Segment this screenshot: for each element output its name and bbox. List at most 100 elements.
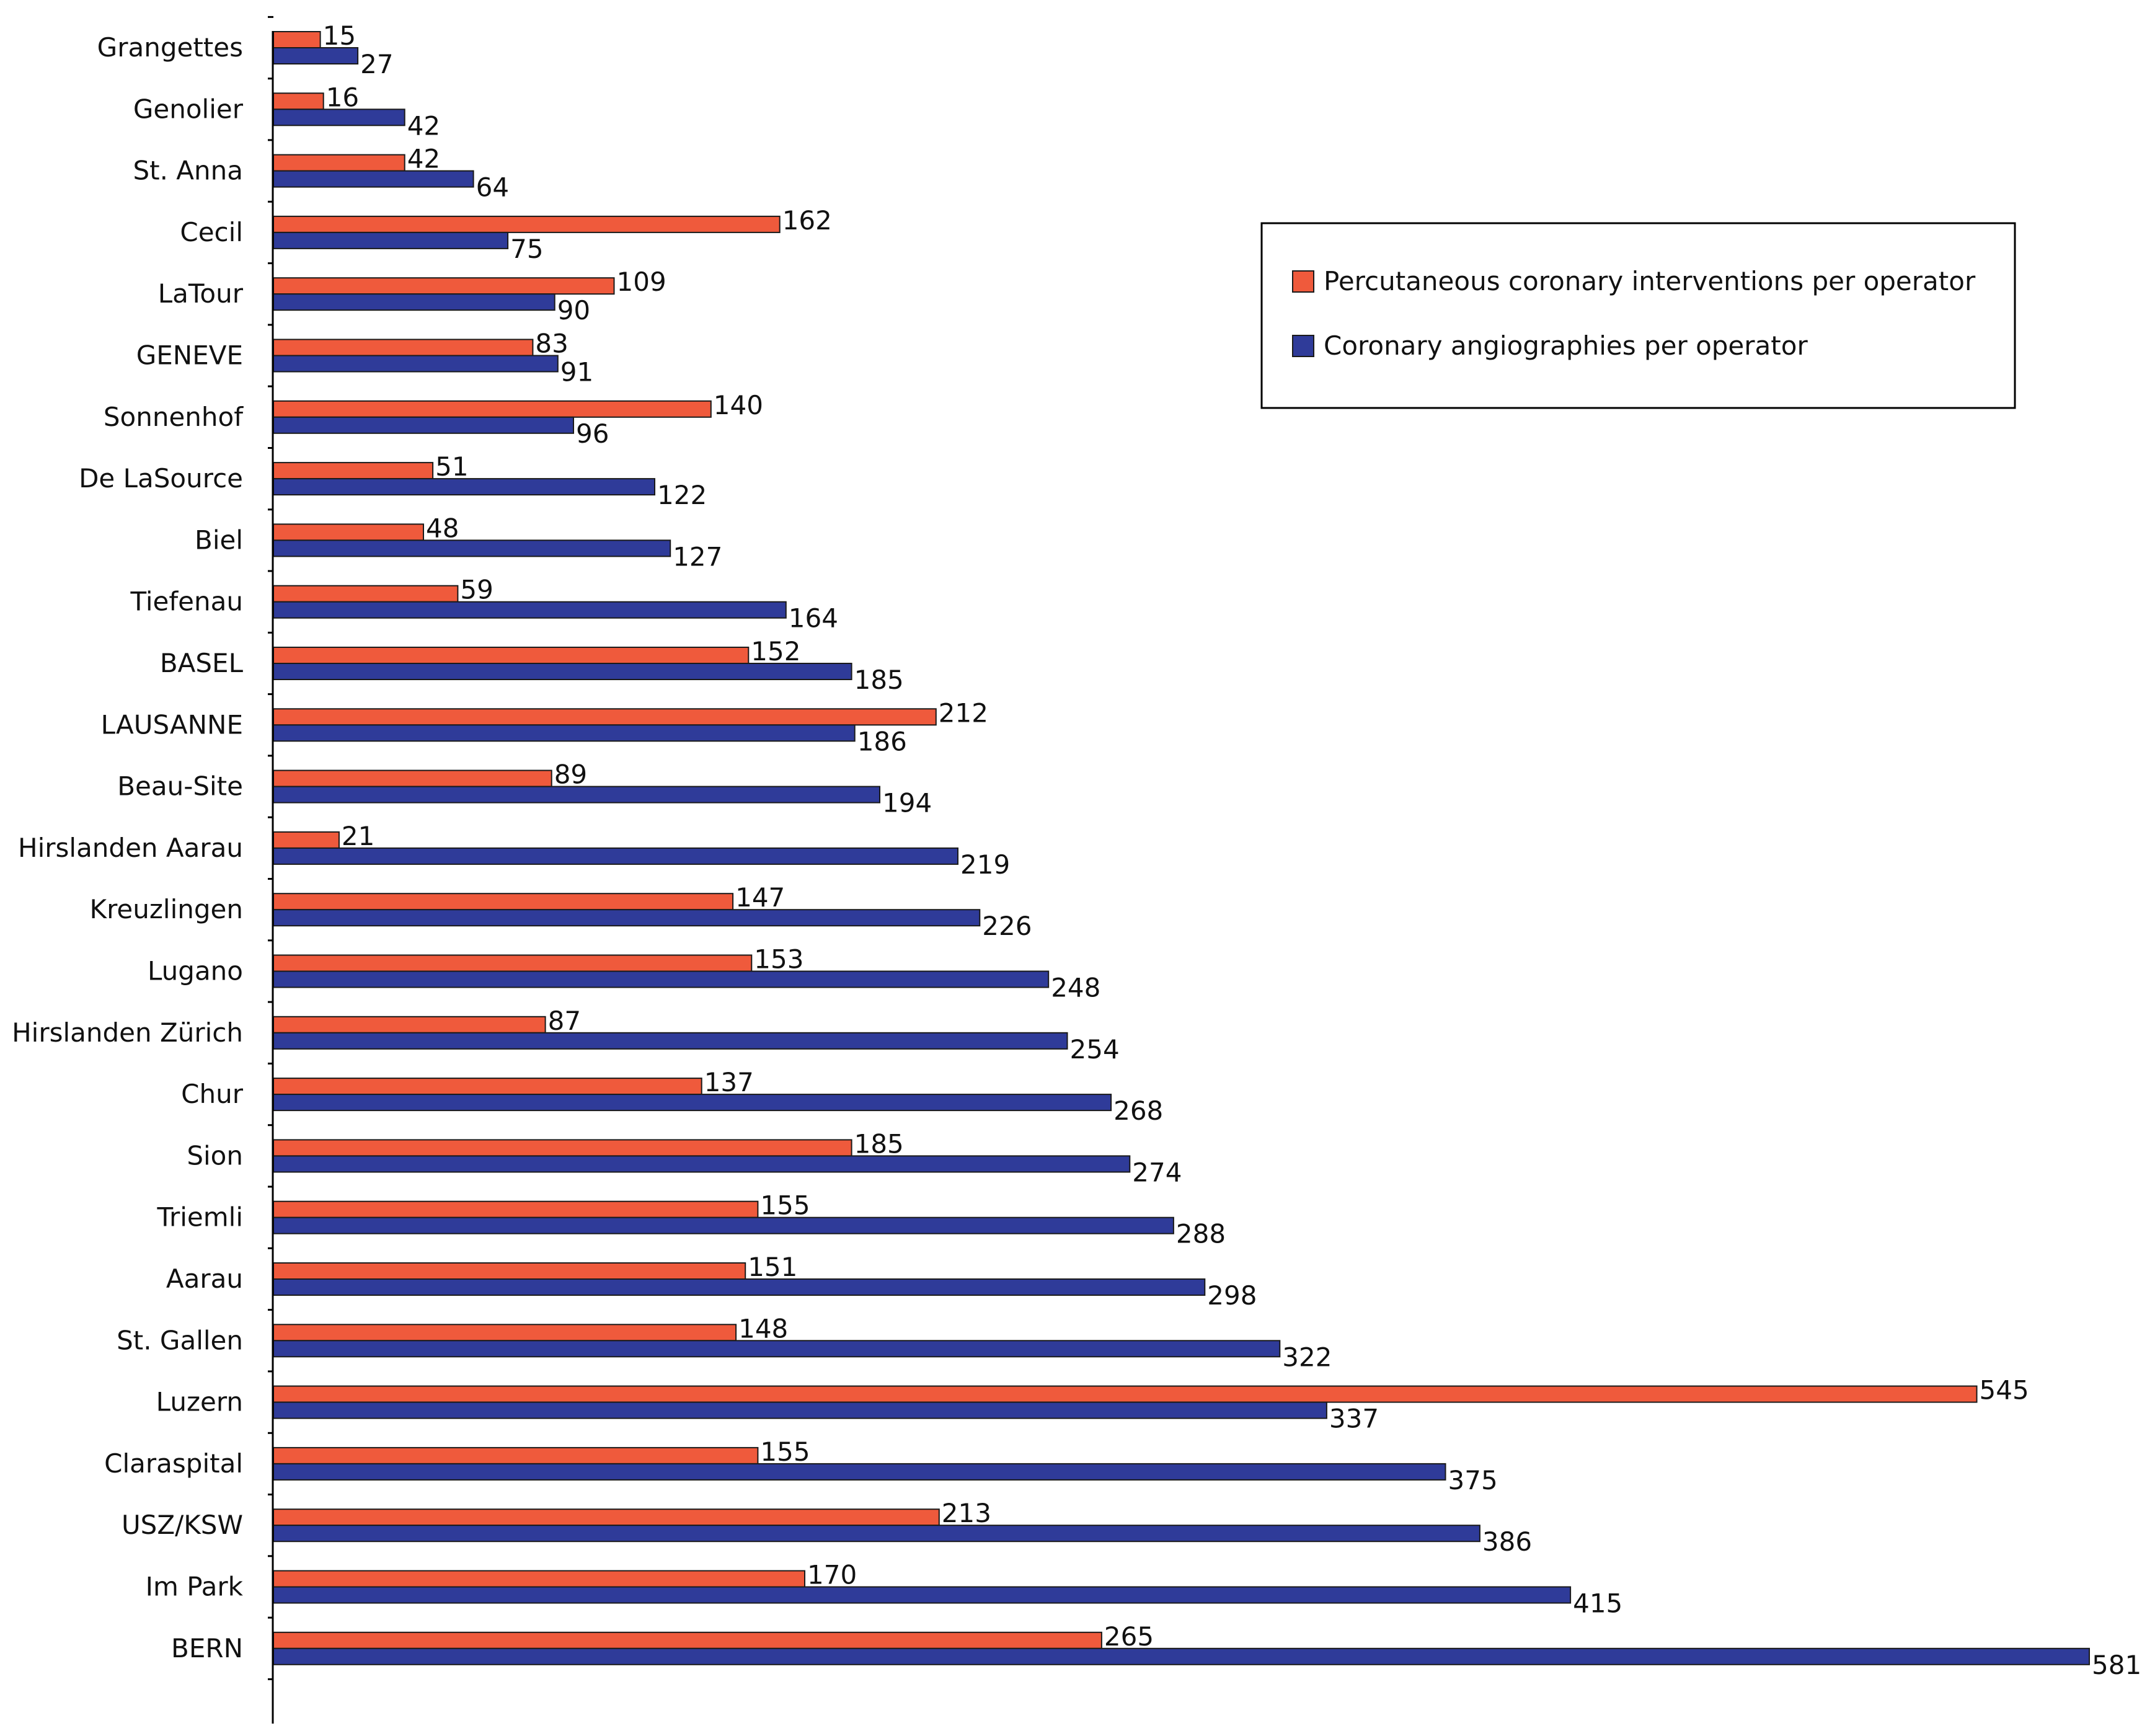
value-label-pci-biel: 48 [426, 513, 459, 543]
bar-angiography-kreuzlingen [273, 909, 981, 927]
category-label-st-gallen: St. Gallen [117, 1325, 243, 1355]
category-label-cecil: Cecil [180, 217, 243, 247]
value-label-angiography-bern: 581 [2092, 1650, 2141, 1680]
value-label-angiography-genolier: 42 [407, 110, 440, 141]
bar-angiography-biel [273, 539, 671, 557]
y-axis-ticks [268, 16, 273, 1680]
bar-pci-tiefenau [273, 585, 459, 603]
category-label-chur: Chur [181, 1079, 244, 1109]
value-label-angiography-kreuzlingen: 226 [982, 911, 1032, 941]
value-label-angiography-aarau: 298 [1207, 1280, 1257, 1311]
bar-angiography-st-anna [273, 170, 474, 188]
value-label-pci-kreuzlingen: 147 [735, 882, 785, 913]
bar-angiography-sonnenhof [273, 416, 574, 434]
value-label-angiography-chur: 268 [1113, 1096, 1163, 1126]
legend-swatch-angiography [1292, 335, 1314, 357]
value-label-angiography-sion: 274 [1132, 1157, 1182, 1187]
value-label-angiography-beau-site: 194 [882, 788, 932, 818]
bar-angiography-claraspital [273, 1463, 1446, 1481]
bar-angiography-bern [273, 1647, 2090, 1665]
value-label-angiography-triemli: 288 [1176, 1219, 1226, 1249]
value-label-angiography-basel: 185 [854, 665, 904, 695]
bar-angiography-basel [273, 663, 852, 680]
value-label-angiography-hirslanden-z-rich: 254 [1070, 1034, 1120, 1065]
value-label-angiography-de-lasource: 122 [657, 480, 707, 510]
legend-box [1260, 222, 2016, 409]
bar-angiography-latour [273, 293, 555, 311]
bar-angiography-st-gallen [273, 1340, 1281, 1358]
category-label-lugano: Lugano [148, 956, 243, 986]
bar-angiography-aarau [273, 1278, 1206, 1296]
bar-angiography-luzern [273, 1401, 1327, 1419]
bar-pci-grangettes [273, 31, 321, 48]
category-label-hirslanden-aarau: Hirslanden Aarau [18, 833, 243, 863]
value-label-pci-latour: 109 [617, 267, 666, 297]
value-label-pci-chur: 137 [704, 1067, 754, 1097]
category-label-beau-site: Beau-Site [117, 771, 243, 802]
category-label-sion: Sion [187, 1140, 243, 1171]
bar-pci-lausanne [273, 708, 937, 726]
category-labels: Grangettes Genolier St. Anna Cecil LaTour GEN… [12, 32, 244, 1663]
bar-pci-claraspital [273, 1446, 759, 1464]
bar-pci-genolier [273, 92, 324, 110]
category-label-latour: LaTour [158, 278, 244, 309]
value-label-pci-beau-site: 89 [554, 760, 587, 790]
category-label-st-anna: St. Anna [133, 156, 243, 186]
bar-angiography-chur [273, 1094, 1112, 1112]
value-label-pci-aarau: 151 [748, 1252, 797, 1282]
value-label-angiography-sonnenhof: 96 [576, 418, 609, 449]
bar-angiography-triemli [273, 1216, 1174, 1234]
value-label-pci-im-park: 170 [807, 1560, 857, 1590]
value-label-angiography-latour: 90 [557, 295, 590, 326]
bar-pci-chur [273, 1078, 702, 1096]
bar-pci-hirslanden-aarau [273, 831, 340, 849]
value-label-pci-lugano: 153 [754, 944, 803, 975]
category-label-basel: BASEL [160, 648, 244, 678]
value-label-pci-luzern: 545 [1980, 1375, 2029, 1406]
value-label-angiography-tiefenau: 164 [789, 603, 838, 634]
category-label-genolier: Genolier [133, 94, 244, 124]
category-label-geneve: GENEVE [136, 340, 243, 371]
legend-swatch-pci [1292, 270, 1314, 293]
category-label-tiefenau: Tiefenau [130, 587, 243, 617]
bar-angiography-grangettes [273, 47, 359, 64]
bars [273, 31, 2090, 1665]
value-label-pci-sonnenhof: 140 [714, 390, 763, 420]
value-label-pci-st-anna: 42 [407, 144, 440, 174]
bar-angiography-genolier [273, 108, 405, 126]
value-label-pci-de-lasource: 51 [435, 451, 468, 482]
value-label-angiography-lausanne: 186 [857, 726, 907, 756]
category-label-sonnenhof: Sonnenhof [104, 402, 244, 432]
value-label-pci-cecil: 162 [782, 205, 832, 236]
bar-pci-biel [273, 523, 424, 541]
value-label-pci-usz-ksw: 213 [942, 1498, 991, 1528]
bar-angiography-sion [273, 1155, 1131, 1173]
bar-pci-kreuzlingen [273, 893, 734, 911]
value-label-angiography-grangettes: 27 [360, 49, 393, 79]
bar-angiography-hirslanden-z-rich [273, 1032, 1068, 1050]
category-label-bern: BERN [171, 1633, 243, 1663]
bar-pci-bern [273, 1631, 1102, 1649]
bar-angiography-hirslanden-aarau [273, 847, 958, 865]
bar-angiography-geneve [273, 355, 559, 373]
bar-pci-sonnenhof [273, 400, 712, 418]
bar-pci-sion [273, 1139, 852, 1157]
bar-angiography-im-park [273, 1586, 1572, 1604]
legend-label-angiography: Coronary angiographies per operator [1324, 330, 1808, 361]
bar-pci-lugano [273, 954, 753, 972]
bar-angiography-lugano [273, 970, 1050, 988]
category-label-hirslanden-z-rich: Hirslanden Zürich [12, 1017, 243, 1048]
category-label-im-park: Im Park [146, 1572, 244, 1602]
value-label-pci-basel: 152 [751, 636, 800, 666]
value-label-angiography-st-gallen: 322 [1282, 1342, 1332, 1372]
value-label-pci-geneve: 83 [535, 329, 568, 359]
value-label-pci-claraspital: 155 [760, 1437, 810, 1467]
bar-pci-geneve [273, 339, 534, 356]
category-label-lausanne: LAUSANNE [101, 709, 243, 740]
bar-pci-im-park [273, 1570, 805, 1588]
category-label-triemli: Triemli [156, 1202, 243, 1233]
category-label-aarau: Aarau [166, 1264, 243, 1294]
value-label-pci-grangettes: 15 [323, 20, 356, 51]
bar-pci-usz-ksw [273, 1508, 940, 1526]
